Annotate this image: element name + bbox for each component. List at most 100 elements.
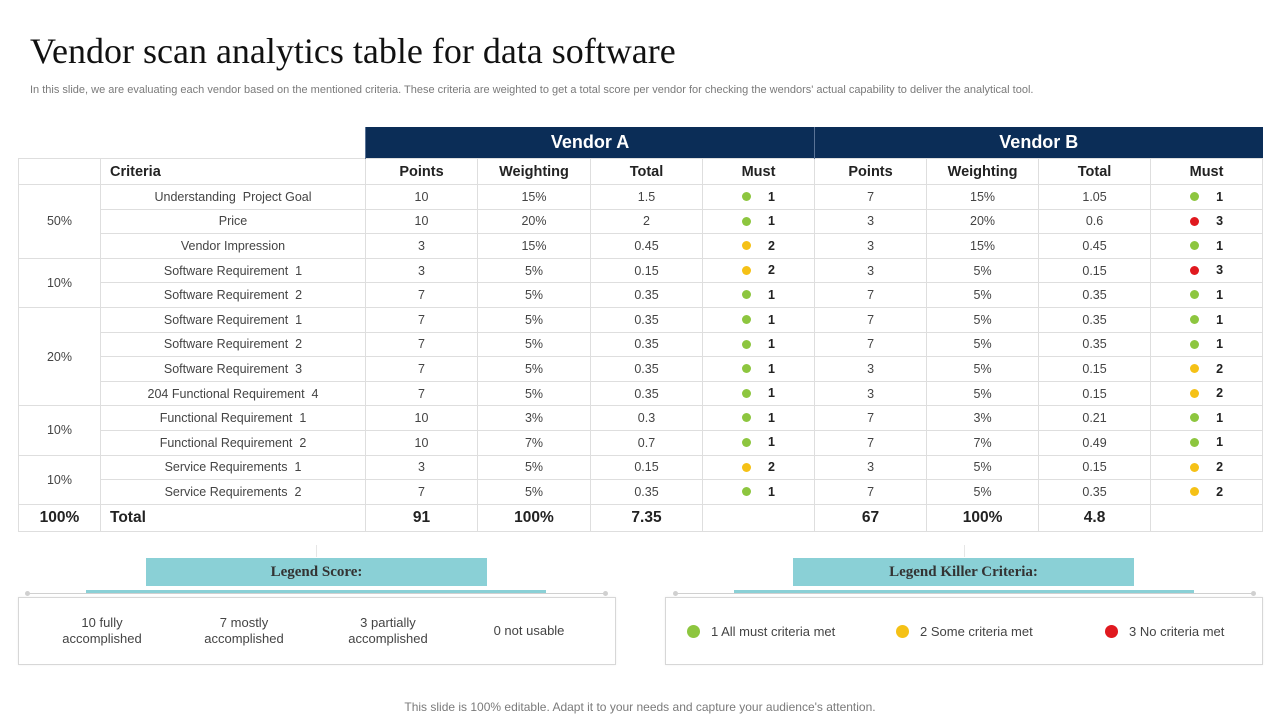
status-dot-icon bbox=[1190, 364, 1200, 374]
weighting-cell: 3% bbox=[926, 405, 1040, 431]
must-cell: 1 bbox=[701, 208, 816, 235]
points-cell: 7 bbox=[365, 479, 478, 505]
table-row: Vendor Impression 3 15% 0.45 2 3 15% 0.45 1 bbox=[19, 233, 1264, 259]
points-cell: 3 bbox=[365, 454, 478, 481]
group-weight: 10% bbox=[18, 405, 101, 456]
vendor-a-header: Vendor A bbox=[364, 127, 815, 159]
total-cell: 0.35 bbox=[590, 306, 703, 333]
must-value: 1 bbox=[1216, 435, 1224, 450]
legend-killer-item: 1 All must criteria met bbox=[687, 598, 835, 664]
must-value: 3 bbox=[1216, 263, 1224, 278]
points-cell: 7 bbox=[814, 184, 928, 210]
status-dot-icon bbox=[742, 315, 752, 325]
must-cell: 3 bbox=[1150, 257, 1264, 284]
weighting-cell: 5% bbox=[477, 331, 591, 358]
status-dot-icon bbox=[1190, 339, 1200, 349]
total-cell: 0.15 bbox=[1038, 380, 1152, 407]
total-cell: 0.35 bbox=[590, 331, 703, 358]
table-row: 204 Functional Requirement 4 7 5% 0.35 1 3 5% 0… bbox=[19, 380, 1264, 407]
total-a-must bbox=[701, 503, 816, 532]
must-cell: 1 bbox=[1150, 429, 1264, 456]
must-cell: 1 bbox=[701, 429, 816, 456]
total-cell: 0.15 bbox=[590, 454, 703, 481]
points-cell: 7 bbox=[365, 282, 478, 308]
must-cell: 1 bbox=[1150, 184, 1264, 210]
points-cell: 3 bbox=[814, 454, 928, 481]
weighting-cell: 3% bbox=[477, 405, 591, 431]
total-cell: 0.35 bbox=[1038, 282, 1152, 308]
points-cell: 7 bbox=[814, 405, 928, 431]
must-value: 1 bbox=[768, 435, 775, 450]
weighting-cell: 5% bbox=[477, 356, 591, 382]
must-value: 2 bbox=[1216, 386, 1224, 401]
legend-score-item: 7 mostly accomplished bbox=[204, 615, 284, 646]
status-dot-icon bbox=[742, 388, 752, 398]
must-cell: 3 bbox=[1150, 208, 1264, 235]
must-cell: 1 bbox=[701, 282, 816, 308]
criteria-cell: Software Requirement 1 bbox=[100, 306, 366, 333]
points-cell: 3 bbox=[814, 356, 928, 382]
must-cell: 1 bbox=[1150, 282, 1264, 308]
total-cell: 0.35 bbox=[590, 479, 703, 505]
points-cell: 10 bbox=[365, 184, 478, 210]
status-dot-icon bbox=[1190, 462, 1200, 472]
must-value: 2 bbox=[768, 263, 775, 278]
criteria-cell: Software Requirement 2 bbox=[100, 282, 366, 308]
status-dot-icon bbox=[742, 192, 752, 202]
table-row: 10% Software Requirement 1 3 5% 0.15 2 3 5% 0.15… bbox=[18, 257, 1264, 308]
legend-killer-text: 1 All must criteria met bbox=[711, 623, 836, 639]
must-value: 2 bbox=[768, 460, 775, 475]
status-dot-icon bbox=[742, 413, 752, 423]
total-cell: 0.21 bbox=[1038, 405, 1152, 431]
total-cell: 1.5 bbox=[590, 184, 703, 210]
points-cell: 7 bbox=[814, 479, 928, 505]
total-b-weighting: 100% bbox=[926, 503, 1040, 532]
points-cell: 7 bbox=[365, 356, 478, 382]
vendor-b-header: Vendor B bbox=[814, 127, 1263, 159]
yellow-dot-icon bbox=[896, 624, 909, 638]
status-dot-icon bbox=[1190, 487, 1200, 497]
weighting-cell: 5% bbox=[926, 306, 1040, 333]
total-a-weighting: 100% bbox=[477, 503, 591, 532]
must-value: 1 bbox=[1216, 189, 1224, 204]
legend-killer-text: 3 No criteria met bbox=[1129, 623, 1225, 639]
total-cell: 0.45 bbox=[1038, 233, 1152, 259]
must-value: 1 bbox=[1216, 410, 1224, 425]
legend-killer-text: 2 Some criteria met bbox=[920, 623, 1033, 639]
total-cell: 0.35 bbox=[1038, 479, 1152, 505]
status-dot-icon bbox=[1190, 241, 1200, 251]
must-cell: 1 bbox=[1150, 233, 1264, 259]
criteria-cell: Vendor Impression bbox=[100, 233, 366, 259]
criteria-cell: Software Requirement 2 bbox=[100, 331, 366, 358]
status-dot-icon bbox=[1190, 290, 1200, 300]
weighting-cell: 5% bbox=[926, 479, 1040, 505]
total-cell: 0.15 bbox=[1038, 454, 1152, 481]
must-value: 2 bbox=[1216, 361, 1224, 376]
points-cell: 3 bbox=[814, 257, 928, 284]
status-dot-icon bbox=[742, 241, 752, 251]
total-cell: 0.45 bbox=[590, 233, 703, 259]
weighting-cell: 5% bbox=[926, 356, 1040, 382]
page-subtitle: In this slide, we are evaluating each ve… bbox=[30, 84, 1034, 96]
total-row: 100% Total 91 100% 7.35 67 100% 4.8 bbox=[18, 503, 1264, 532]
points-cell: 3 bbox=[814, 233, 928, 259]
weighting-cell: 5% bbox=[926, 282, 1040, 308]
status-dot-icon bbox=[1190, 265, 1200, 275]
col-b-points: Points bbox=[814, 158, 928, 185]
table-row: 10% Functional Requirement 1 10 3% 0.3 1 7 3% 0.… bbox=[18, 405, 1264, 456]
vendor-table: Vendor A Vendor B Criteria Points Weight… bbox=[18, 127, 1264, 532]
footer-note: This slide is 100% editable. Adapt it to… bbox=[404, 700, 876, 714]
total-cell: 2 bbox=[590, 208, 703, 235]
must-value: 2 bbox=[1216, 484, 1224, 499]
must-value: 2 bbox=[768, 238, 775, 253]
criteria-cell: Software Requirement 1 bbox=[100, 257, 366, 284]
must-cell: 2 bbox=[701, 257, 816, 284]
status-dot-icon bbox=[1190, 413, 1200, 423]
weighting-cell: 7% bbox=[477, 429, 591, 456]
group-weight: 10% bbox=[18, 454, 101, 505]
must-cell: 2 bbox=[1150, 380, 1264, 407]
points-cell: 10 bbox=[365, 429, 478, 456]
status-dot-icon bbox=[742, 339, 752, 349]
weighting-cell: 5% bbox=[477, 257, 591, 284]
table-row: 20% Software Requirement 1 7 5% 0.35 1 7 5% 0.35… bbox=[18, 306, 1264, 407]
